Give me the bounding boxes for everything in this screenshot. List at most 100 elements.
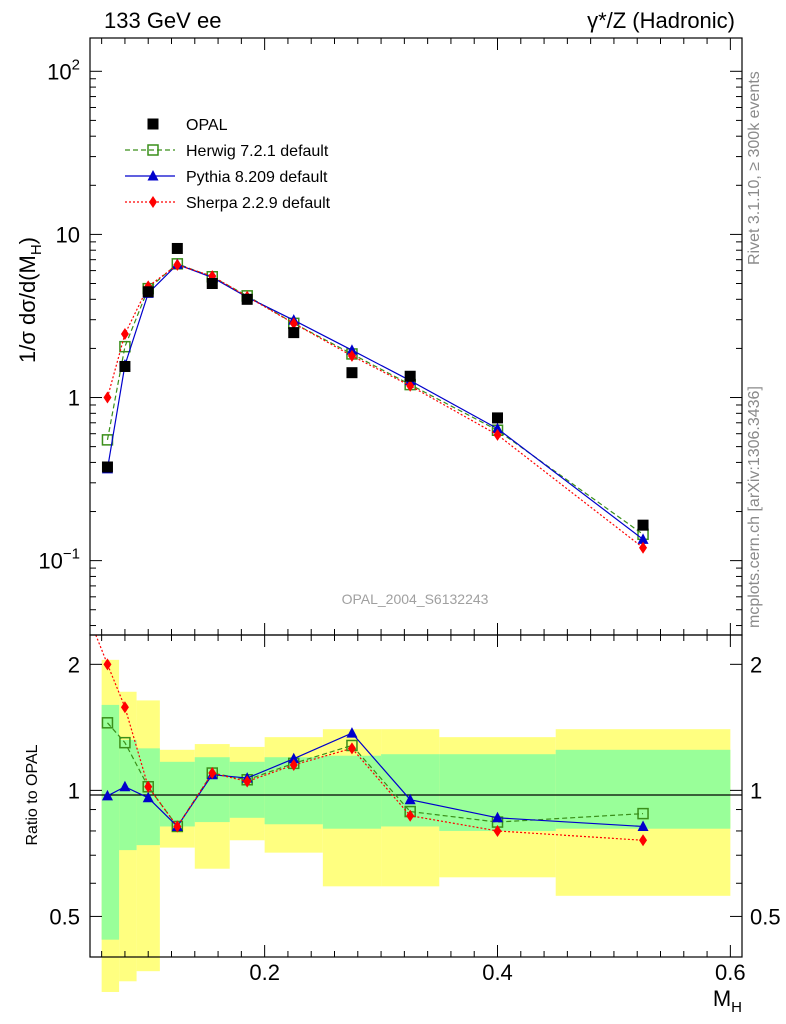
data-point-pythia: [492, 422, 503, 434]
ratio-point-pythia: [346, 727, 358, 738]
mcplots-label: mcplots.cern.ch [arXiv:1306.3436]: [746, 386, 763, 628]
main-y-axis-label-text: 1/σ dσ/d(M: [15, 255, 40, 363]
main-watermark: OPAL_2004_S6132243: [342, 591, 489, 607]
ratio-point-sherpa: [208, 767, 217, 780]
series-sherpa: [103, 258, 648, 554]
ratio-y-tick-label-left: 2: [68, 652, 80, 677]
main-y-tick-label: 10−1: [38, 546, 80, 574]
ratio-y-tick-label-right: 1: [750, 778, 762, 803]
ratio-point-sherpa: [103, 658, 112, 671]
main-plot-marks: [101, 242, 649, 554]
x-axis-label-sub: H: [731, 999, 742, 1016]
main-y-tick-label: 102: [47, 56, 80, 84]
legend-marker-herwig: [147, 144, 159, 156]
legend-marker-opal: [147, 118, 159, 130]
band-inner: [322, 755, 382, 829]
band-inner: [555, 749, 731, 829]
legend-marker-sherpa: [149, 196, 157, 208]
main-y-tick-label: 1: [68, 386, 80, 411]
data-point-pythia: [346, 344, 358, 355]
ratio-point-pythia: [101, 789, 113, 801]
data-point-opal: [404, 370, 416, 382]
ratio-point-pythia: [637, 820, 649, 831]
ratio-x-axis: 0.2 0.4 0.6: [101, 38, 746, 985]
ratio-point-pythia: [492, 811, 503, 823]
data-point-herwig: [119, 340, 131, 353]
series-line-herwig: [106, 263, 644, 535]
data-point-opal: [492, 412, 503, 424]
header-left: 133 GeV ee: [104, 8, 221, 33]
ratio-point-pythia: [119, 780, 131, 792]
data-point-opal: [142, 286, 154, 298]
rivet-version-label: Rivet 3.1.10, ≥ 300k events: [746, 71, 763, 265]
data-point-opal: [119, 360, 131, 372]
ratio-point-sherpa: [120, 701, 129, 714]
main-y-axis-label: 1/σ dσ/d(MH): [15, 237, 45, 363]
x-tick-label: 0.4: [482, 960, 513, 985]
ratio-y-axis-label: Ratio to OPAL: [24, 744, 41, 845]
ratio-point-sherpa: [289, 758, 298, 771]
band-inner: [194, 757, 230, 823]
ratio-y-tick-label-left: 0.5: [49, 904, 80, 929]
x-axis-label-text: M: [713, 986, 731, 1011]
legend-label-herwig: Herwig 7.2.1 default: [186, 143, 329, 160]
band-inner: [229, 761, 265, 818]
ratio-point-herwig: [637, 807, 649, 820]
band-inner: [101, 704, 120, 940]
ratio-point-sherpa: [493, 824, 502, 837]
ratio-point-sherpa: [406, 809, 415, 822]
header-right: γ*/Z (Hadronic): [587, 8, 735, 33]
ratio-y-tick-label-right: 2: [750, 652, 762, 677]
series-pythia: [101, 258, 649, 544]
x-tick-label: 0.6: [715, 960, 746, 985]
data-point-sherpa: [173, 258, 182, 271]
ratio-point-sherpa: [243, 775, 252, 788]
main-plot: OPAL_2004_S6132243 10−1 1 10 102 1/σ dσ/d(M…: [15, 37, 743, 636]
ratio-point-pythia: [142, 791, 154, 803]
series-line-pythia: [106, 263, 644, 540]
series-opal: [101, 242, 649, 531]
main-y-axis: 10−1 1 10 102: [38, 56, 742, 627]
main-y-tick-label: 10: [56, 222, 80, 247]
main-y-axis-label-sub: H: [28, 244, 45, 255]
ratio-point-herwig: [119, 736, 131, 749]
data-point-opal: [637, 519, 649, 531]
data-point-sherpa: [406, 379, 415, 392]
ratio-point-herwig: [101, 717, 114, 729]
data-point-opal: [101, 461, 113, 473]
ratio-plot: 0.5 0.51 12 2 0.2 0.4 0.6 Ratio to OPAL MH: [24, 38, 781, 1016]
ratio-bands: [101, 659, 731, 992]
data-point-sherpa: [103, 391, 112, 404]
ratio-point-pythia: [288, 752, 300, 764]
legend-label-sherpa: Sherpa 2.2.9 default: [186, 195, 331, 212]
ratio-point-sherpa: [347, 742, 356, 755]
ratio-point-sherpa: [639, 834, 648, 847]
legend-item-opal: OPAL: [147, 117, 228, 134]
legend-item-sherpa: Sherpa 2.2.9 default: [125, 195, 331, 212]
ratio-y-tick-label-right: 0.5: [750, 904, 781, 929]
data-point-pythia: [637, 533, 649, 544]
legend-marker-pythia: [147, 170, 159, 181]
ratio-y-tick-label-left: 1: [68, 778, 80, 803]
data-point-sherpa: [289, 317, 298, 330]
x-axis-label: MH: [713, 986, 742, 1016]
data-point-sherpa: [493, 428, 502, 441]
legend: OPAL Herwig 7.2.1 default Pythia 8.209 def…: [125, 117, 331, 212]
ratio-series-sherpa: [95, 635, 648, 847]
x-tick-label: 0.2: [249, 960, 280, 985]
series-line-sherpa: [106, 264, 644, 549]
ratio-y-axis: 0.5 0.5 1 1 2 2: [49, 652, 781, 958]
ratio-plot-marks: [95, 635, 649, 847]
ratio-point-pythia: [404, 793, 416, 805]
ratio-point-sherpa: [144, 780, 153, 793]
main-y-axis-label-close: ): [15, 237, 40, 244]
legend-item-pythia: Pythia 8.209 default: [125, 169, 328, 186]
data-point-opal: [288, 327, 300, 339]
data-point-sherpa: [639, 541, 648, 554]
series-herwig: [101, 258, 649, 541]
data-point-opal: [206, 278, 218, 290]
ratio-point-sherpa: [173, 820, 182, 833]
ratio-plot-frame: [89, 634, 743, 958]
legend-item-herwig: Herwig 7.2.1 default: [125, 143, 329, 160]
